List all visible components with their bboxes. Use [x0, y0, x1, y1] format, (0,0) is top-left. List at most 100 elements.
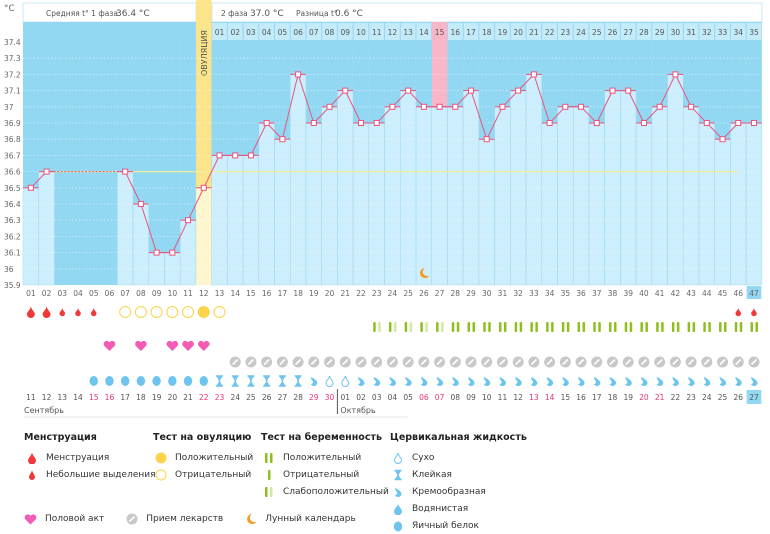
temperature-point: [656, 103, 663, 110]
phase2-day-cell: [683, 23, 699, 40]
temperature-line-segment: [344, 90, 362, 124]
phase2-day-cell: [400, 23, 416, 40]
pregnancy-test-positive-icon: [535, 322, 538, 332]
temperature-bar: [274, 138, 291, 286]
cervical-egg-white-icon: [390, 520, 406, 532]
pregnancy-test-weak-icon: [441, 322, 444, 332]
phase2-day-label: 24: [576, 28, 586, 37]
legend-other: Половой акт Прием лекарств Лунный календ…: [24, 513, 378, 525]
phase2-day-cell: [589, 23, 605, 40]
cervical-sticky-icon: [231, 375, 239, 387]
pregtest-negative-icon: [261, 469, 277, 481]
phase2-day-cell: [510, 23, 526, 40]
temperature-bar: [714, 138, 731, 286]
temperature-bar: [117, 171, 134, 286]
cervical-dry-icon: [325, 375, 334, 387]
calendar-date: 04: [388, 393, 398, 402]
temperature-bar: [682, 106, 700, 286]
cervical-creamy-icon: [609, 377, 617, 386]
phase2-day-cell: [605, 23, 620, 40]
pregnancy-test-line-icon: [640, 322, 643, 332]
pregnancy-test-positive-icon: [582, 322, 586, 332]
heart-icon: [135, 340, 147, 351]
temperature-bar: [572, 106, 590, 286]
cycle-day-label: 30: [482, 289, 492, 298]
temperature-point: [452, 103, 459, 110]
temperature-point: [357, 120, 364, 126]
pregnancy-test-line-icon: [467, 322, 471, 332]
cervical-egg-white-icon: [199, 376, 208, 386]
temperature-point: [499, 103, 506, 110]
temperature-bar: [651, 106, 668, 286]
cycle-day-label: 28: [451, 289, 461, 298]
calendar-date: 12: [513, 393, 523, 402]
pill-stripe: [672, 358, 679, 366]
phase2-day-label: 16: [451, 28, 461, 37]
temperature-line-segment: [596, 90, 613, 124]
legend-label: Водянистая: [412, 503, 469, 514]
pill-stripe: [326, 358, 333, 366]
cervical-creamy-icon: [373, 377, 381, 386]
bbt-chart: °C Средняя t° 1 фаза 36.4 °C 2 фаза 37.0…: [4, 0, 763, 418]
phase2-day-label: 21: [529, 28, 539, 37]
cycle-day-label: 12: [199, 289, 209, 298]
cervical-creamy-icon: [468, 377, 475, 386]
pregtest-positive-icon: [261, 452, 277, 464]
temperature-point: [279, 136, 286, 143]
ovulation-test-positive-icon: [197, 306, 210, 318]
pregnancy-test-line-icon: [530, 322, 533, 332]
pregnancy-test-weak-icon: [393, 322, 397, 332]
phase2-day-cell: [259, 23, 275, 40]
calendar-date: 18: [136, 393, 146, 402]
phase2-day-label: 18: [482, 28, 492, 37]
phase2-day-label: 15: [435, 28, 445, 37]
calendar-date: 29: [309, 393, 319, 402]
phase2-day-label: 20: [513, 28, 523, 37]
temperature-line-segment: [203, 155, 220, 189]
pill-stripe: [656, 358, 663, 366]
cervical-creamy-icon: [640, 377, 648, 386]
pill-stripe: [577, 358, 585, 366]
cervical-egg-white-icon: [89, 376, 98, 386]
ovulation-test-negative-icon: [134, 306, 147, 318]
spotting-icon: [90, 307, 97, 317]
cervical-egg-white-icon: [136, 376, 146, 386]
y-tick-label: 36.6: [4, 168, 21, 177]
phase2-day-label: 23: [561, 28, 571, 37]
ovulation-test-negative-icon: [213, 306, 226, 318]
calendar-date: 24: [230, 393, 240, 402]
pill-stripe: [719, 358, 726, 366]
legend-label: Менструация: [46, 452, 110, 463]
y-tick-label: 36.9: [4, 119, 21, 128]
pill-stripe: [562, 358, 569, 366]
pill-icon: [126, 513, 138, 525]
pill-stripe: [546, 358, 553, 366]
phase2-day-cell: [730, 23, 746, 40]
y-tick-label: 36.8: [4, 135, 21, 144]
calendar-date: 10: [482, 393, 492, 402]
cycle-day-label: 22: [356, 289, 366, 298]
phase2-day-label: 02: [230, 28, 240, 37]
moon-icon: [245, 513, 257, 525]
highlighted-day-column: [431, 22, 448, 107]
pregnancy-test-line-icon: [451, 322, 455, 332]
legend-pregnancy-test: Тест на беременность Положительный Отриц…: [261, 432, 389, 500]
pregnancy-test-line-icon: [483, 322, 486, 332]
legend-label: Отрицательный: [175, 469, 252, 480]
calendar-date: 23: [686, 393, 696, 402]
y-tick-label: 36.2: [4, 232, 21, 241]
cervical-egg-white-icon: [105, 376, 114, 386]
temperature-point: [310, 120, 317, 126]
legend-menstruation: Менструация Менструация Небольшие выделе…: [24, 432, 156, 483]
pregnancy-test-line-icon: [593, 322, 596, 332]
pregnancy-test-line-icon: [656, 322, 659, 332]
pill-stripe: [625, 358, 632, 366]
legend-title: Менструация: [24, 432, 97, 443]
phase2-day-cell: [620, 23, 636, 40]
temperature-point: [405, 87, 412, 94]
phase2-day-cell: [495, 23, 510, 40]
cervical-sticky-icon: [263, 375, 271, 387]
temperature-point: [373, 120, 380, 126]
phase2-day-label: 27: [623, 28, 633, 37]
pregnancy-test-line-icon: [404, 322, 408, 332]
